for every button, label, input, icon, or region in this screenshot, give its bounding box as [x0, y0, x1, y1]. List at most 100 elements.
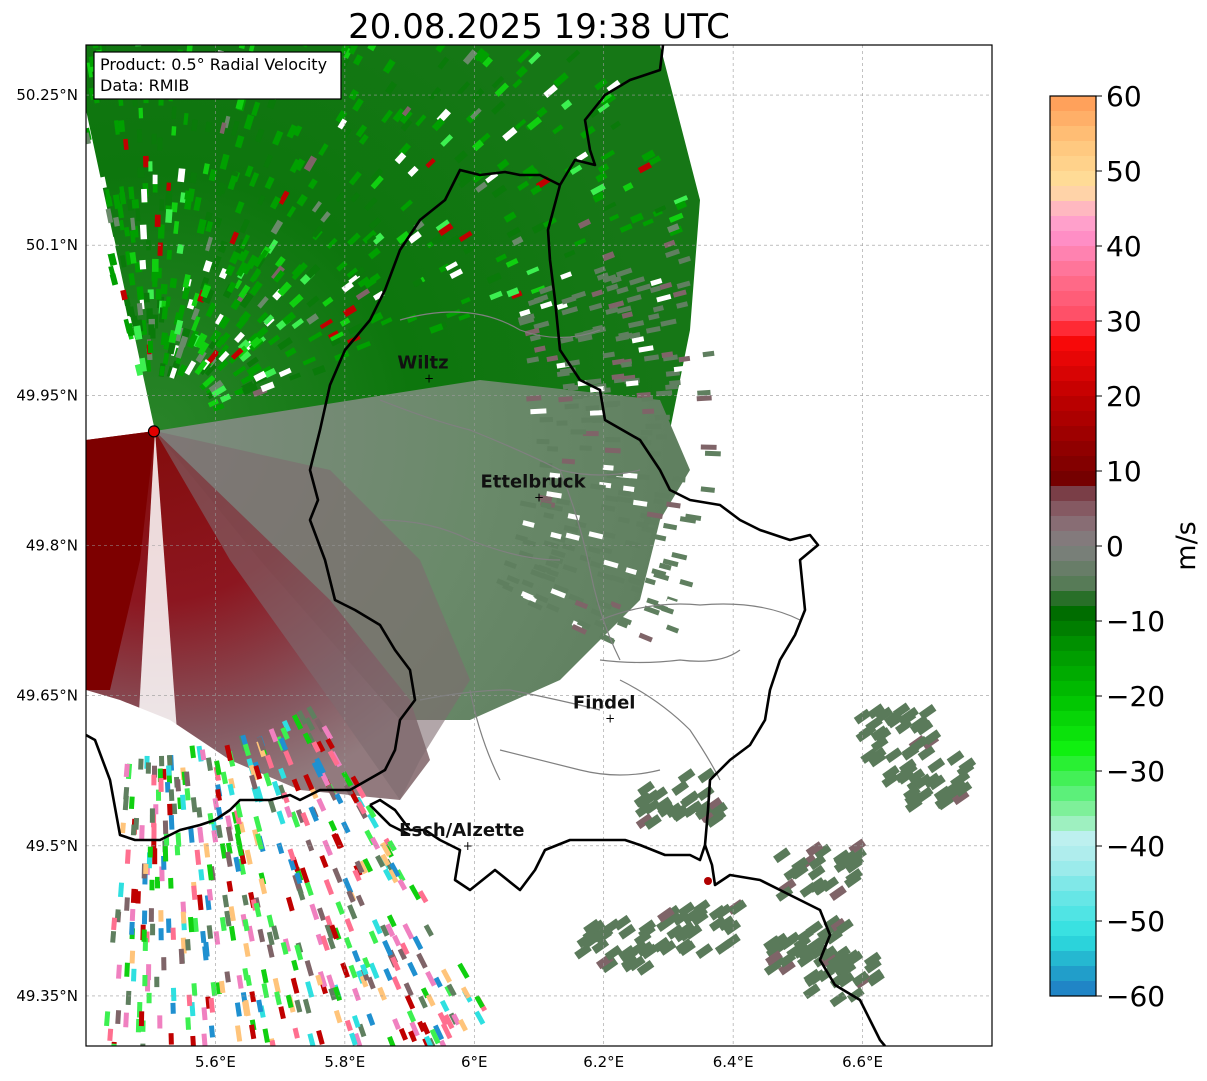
radar-bin [154, 976, 160, 988]
radar-bin [671, 780, 690, 796]
radar-bin [867, 970, 885, 987]
radar-bin [218, 315, 231, 330]
radar-bin [386, 914, 397, 928]
radar-bin [553, 72, 569, 88]
radar-bin [485, 171, 499, 184]
radar-bin [790, 863, 809, 880]
radar-bin [335, 109, 348, 124]
colorbar-segment [1050, 876, 1096, 892]
radar-bin [271, 780, 282, 797]
radar-bin [440, 968, 452, 984]
radar-bin [380, 924, 390, 937]
colorbar-segment [1050, 171, 1096, 187]
radar-bin [344, 918, 355, 933]
radar-bin [649, 285, 661, 294]
radar-bin [258, 878, 268, 895]
y-tick-label: 49.8°N [26, 537, 78, 555]
radar-bin [369, 836, 381, 850]
radar-bin [622, 956, 640, 973]
radar-bin [367, 45, 380, 52]
colorbar-unit-label: m/s [1171, 521, 1202, 570]
radar-bin [629, 577, 642, 586]
radar-bin [495, 253, 507, 263]
radar-bin [837, 972, 855, 988]
radar-bin [267, 799, 277, 813]
radar-bin [380, 853, 391, 867]
radar-bin [65, 0, 74, 3]
radar-bin [635, 793, 654, 809]
radar-bin [884, 747, 903, 764]
radar-bin [530, 569, 545, 579]
radar-bin [157, 137, 163, 151]
radar-bin [240, 373, 256, 385]
radar-bin [287, 858, 297, 871]
colorbar-segment [1050, 186, 1096, 202]
radar-bin [221, 6, 228, 17]
radar-bin [337, 28, 348, 42]
radar-bin [88, 56, 95, 68]
radar-bin [143, 155, 149, 168]
radar-bin [238, 350, 252, 363]
radar-bin [147, 340, 154, 354]
radar-bin [375, 854, 386, 868]
radar-bin [325, 924, 334, 938]
city-marker-plus-wiltz: + [424, 371, 434, 385]
radar-bin [320, 211, 331, 223]
radar-bin [233, 856, 242, 872]
radar-bin [110, 930, 117, 943]
radar-bin [166, 765, 172, 776]
radar-bin [289, 372, 301, 381]
radar-bin [553, 583, 569, 594]
radar-bin [202, 375, 216, 388]
radar-bin [576, 619, 591, 630]
radar-bin [191, 983, 198, 996]
radar-bin [652, 936, 671, 953]
x-tick-label: 5.6°E [195, 1053, 236, 1071]
radar-bin [296, 28, 306, 40]
radar-bin [650, 533, 667, 542]
radar-bin [302, 356, 317, 366]
radar-bin [202, 260, 213, 273]
radar-velocity-speckle [65, 0, 721, 645]
radar-bin [536, 106, 548, 118]
colorbar-segment [1050, 216, 1096, 232]
radar-bin [306, 313, 319, 325]
colorbar-segment [1050, 321, 1096, 337]
radar-bin [458, 174, 474, 189]
radar-bin [294, 999, 303, 1013]
radar-bin [269, 196, 281, 210]
radar-bin [205, 236, 213, 252]
radar-bin [128, 186, 135, 200]
radar-bin [212, 403, 225, 412]
radar-bin [225, 842, 233, 855]
radar-bin [449, 268, 464, 279]
radar-bin [234, 802, 243, 818]
radar-bin [125, 251, 132, 266]
radar-bin [266, 931, 275, 946]
radar-bin [808, 877, 826, 893]
radar-bin [365, 1048, 373, 1061]
radar-bin [249, 774, 258, 790]
radar-bin [549, 472, 561, 479]
radar-bin [130, 217, 136, 231]
radar-bin [643, 605, 660, 616]
radar-bin [256, 311, 269, 324]
radar-bin [672, 476, 686, 483]
radar-bin [192, 917, 199, 933]
radar-bin [123, 26, 129, 40]
radar-bin [249, 280, 263, 296]
radar-bin [354, 266, 366, 278]
radar-bin [805, 841, 824, 857]
colorbar-segment [1050, 456, 1096, 472]
radar-bin [236, 974, 244, 989]
radar-bin [547, 446, 559, 452]
radar-bin [165, 190, 173, 206]
radar-bin [708, 915, 727, 932]
radar-bin [389, 1058, 399, 1074]
radar-bin [211, 830, 219, 843]
radar-bin [558, 396, 573, 403]
radar-bin [189, 745, 196, 759]
colorbar-segment [1050, 906, 1096, 922]
radar-bin [247, 1078, 254, 1081]
radar-bin [539, 462, 553, 469]
